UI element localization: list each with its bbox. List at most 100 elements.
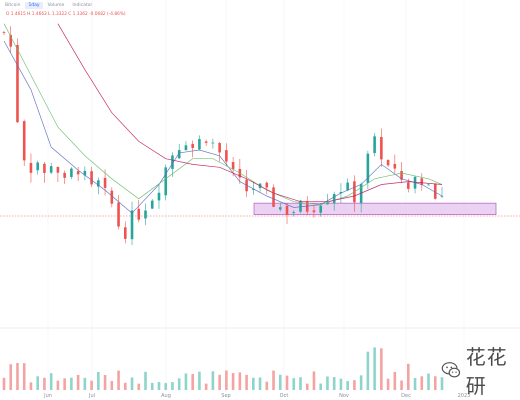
volume-bar [56, 380, 60, 390]
candle-body [2, 32, 6, 33]
volume-bar [427, 373, 430, 390]
candle-body [43, 163, 46, 173]
candle-body [184, 145, 188, 151]
volume-bar [22, 363, 26, 390]
candle-body [400, 170, 403, 180]
candle-body [150, 200, 154, 209]
candle-body [144, 210, 147, 219]
volume-bar [137, 383, 141, 390]
volume-bar [16, 363, 19, 390]
volume-bar [359, 375, 363, 390]
volume-bar [346, 381, 349, 390]
volume-bar [191, 373, 194, 390]
candle-body [393, 163, 397, 169]
x-axis-label: Sep [221, 393, 230, 399]
toolbar-tab-2[interactable]: Volume [47, 2, 65, 8]
volume-bar [150, 382, 154, 390]
volume-bar [123, 382, 127, 390]
volume-bar [97, 371, 100, 390]
volume-bar [319, 383, 323, 390]
volume-bar [440, 377, 444, 390]
x-axis-label: Jun [43, 393, 52, 399]
volume-bar [177, 378, 181, 390]
candle-body [137, 208, 141, 220]
candle-body [103, 177, 107, 188]
candle-body [130, 210, 134, 240]
candle-body [123, 227, 127, 239]
candle-body [386, 160, 390, 166]
candle-body [278, 207, 282, 210]
x-axis-label: Aug [161, 393, 171, 399]
candle-body [231, 162, 235, 170]
support-zone-layer [253, 202, 497, 215]
candle-body [265, 182, 269, 188]
candle-body [164, 167, 168, 196]
candle-body [204, 141, 208, 143]
volume-bar [198, 371, 201, 390]
volume-bar [252, 377, 255, 390]
volume-bar [373, 347, 376, 390]
volume-bar [49, 373, 53, 390]
candle-body [427, 184, 430, 186]
candle-body [407, 182, 410, 189]
candle-body [157, 192, 161, 201]
candle-body [312, 210, 316, 213]
volume-bar [258, 377, 262, 390]
volume-bar [433, 376, 437, 390]
volume-bar [231, 372, 235, 390]
volume-bar [326, 376, 329, 390]
candle-body [366, 153, 370, 183]
volume-bar [144, 371, 147, 390]
candle-body [198, 139, 201, 150]
candle-body [70, 168, 73, 178]
volume-bar [70, 377, 73, 390]
volume-bar [9, 364, 13, 390]
volume-bar [76, 374, 80, 390]
volume-bar [238, 372, 242, 390]
volume-bar [43, 377, 46, 390]
ohlc-readout: O 1.4615 H 1.4663 L 1.3322 C 1.3362 -0.0… [6, 12, 126, 17]
candle-body [319, 205, 323, 213]
watermark-text: 花花研 [465, 345, 508, 398]
x-axis-label: Dec [401, 393, 411, 399]
support-zone-box[interactable] [253, 202, 497, 215]
candle-body [110, 190, 114, 204]
volume-bar [420, 376, 424, 390]
toolbar-tab-3[interactable]: Indicator [72, 2, 93, 8]
candle-body [211, 142, 215, 144]
x-axis-label: Oct [280, 393, 289, 399]
candle-body [292, 212, 296, 214]
volume-bar [285, 375, 289, 390]
volume-bar [157, 381, 161, 390]
candle-body [22, 121, 26, 161]
candle-body [332, 194, 336, 204]
volume-bar [366, 351, 370, 390]
toolbar-tab-1[interactable]: 1day [25, 1, 43, 9]
volume-bar [184, 373, 188, 390]
candle-body [339, 192, 343, 194]
candle-body [117, 202, 120, 227]
candle-body [76, 171, 80, 175]
volume-bar [305, 383, 309, 390]
toolbar-tab-0[interactable]: Bitcoin [5, 2, 21, 8]
volume-bar [171, 382, 174, 390]
volume-bar [312, 371, 316, 390]
candle-body [299, 200, 302, 212]
candle-body [225, 150, 228, 162]
candle-body [16, 44, 19, 123]
candle-body [420, 178, 424, 185]
candle-body [63, 172, 66, 178]
volume-bar [90, 380, 93, 390]
x-axis-label: Nov [339, 393, 349, 399]
volume-bar [218, 374, 221, 390]
candle-body [359, 184, 363, 204]
volume-bar [63, 378, 66, 390]
volume-bar [164, 383, 168, 390]
volume-layer [2, 347, 444, 390]
candle-body [9, 34, 13, 47]
candle-body [380, 136, 383, 160]
volume-bar [413, 377, 417, 390]
candle-body [272, 187, 275, 207]
volume-bar [225, 370, 228, 390]
